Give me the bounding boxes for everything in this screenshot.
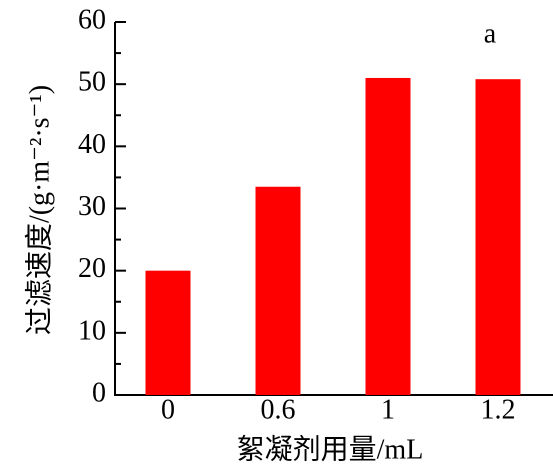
x-tick-label: 0.6 — [261, 394, 296, 425]
x-tick-label: 0 — [161, 394, 175, 425]
bar — [255, 186, 301, 395]
y-tick-label: 0 — [92, 377, 106, 408]
y-tick-label: 50 — [78, 67, 106, 98]
y-axis-label: 过滤速度/(g·m⁻²·s⁻¹) — [23, 85, 55, 335]
y-tick-label: 40 — [78, 129, 106, 160]
y-tick-label: 60 — [78, 4, 106, 35]
annotation: a — [484, 18, 497, 49]
bar — [145, 270, 191, 395]
x-axis-label: 絮凝剂用量/mL — [237, 433, 424, 465]
bar — [475, 79, 521, 396]
x-tick-label: 1 — [381, 394, 395, 425]
x-tick-label: 1.2 — [481, 394, 516, 425]
y-tick-label: 30 — [78, 191, 106, 222]
bar — [365, 77, 411, 395]
y-tick-label: 20 — [78, 253, 106, 284]
y-tick-label: 10 — [78, 315, 106, 346]
